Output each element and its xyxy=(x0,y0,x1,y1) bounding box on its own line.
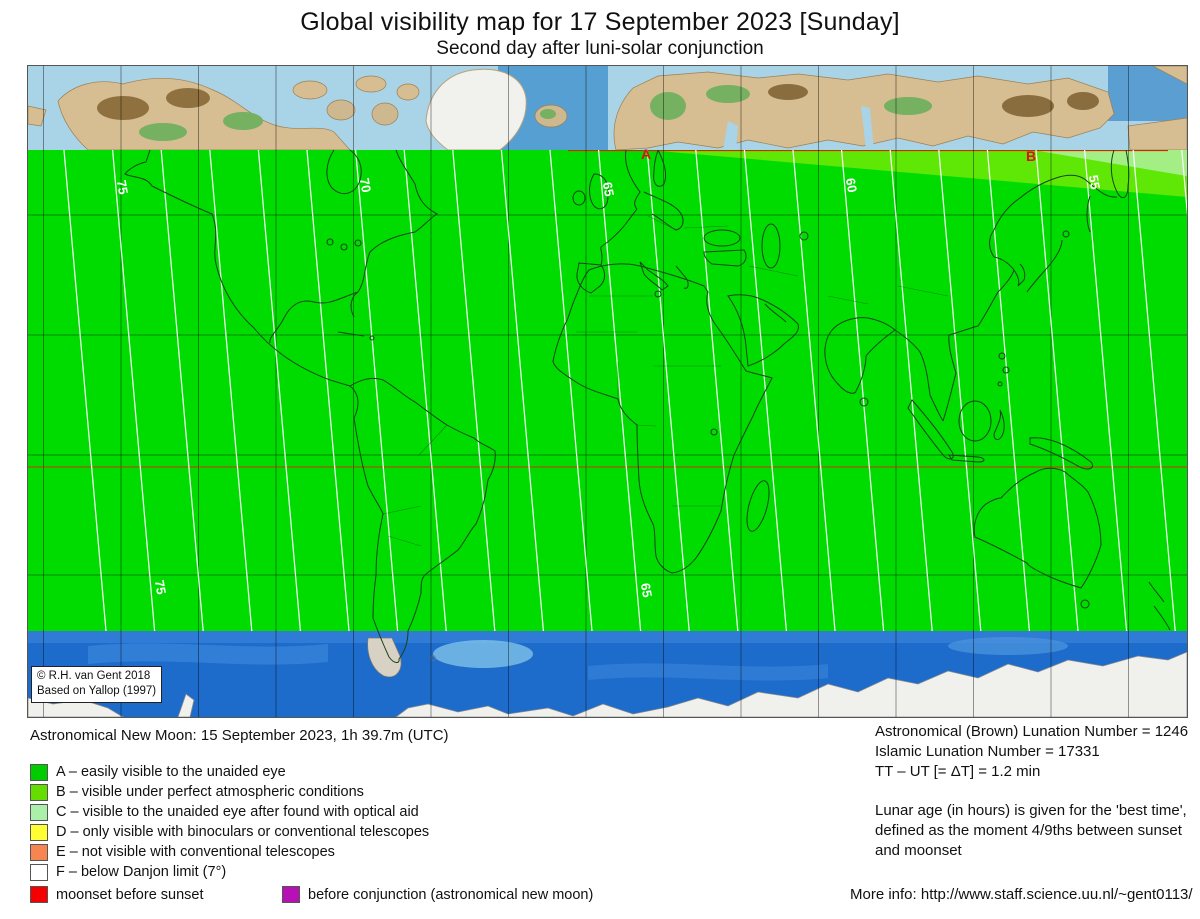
legend-row-moonset: moonset before sunset xyxy=(30,886,204,903)
legend-row-d: D – only visible with binoculars or conv… xyxy=(30,822,429,842)
legend-row-f: F – below Danjon limit (7°) xyxy=(30,862,429,882)
map-canvas: 75 70 65 60 55 75 65 A B xyxy=(28,66,1187,717)
contour-label-65-top: 65 xyxy=(600,181,617,198)
lunar-age-note: Lunar age (in hours) is given for the 'b… xyxy=(875,802,1187,859)
contour-label-75-bottom: 75 xyxy=(152,579,169,596)
zone-c-area xyxy=(1033,150,1187,176)
zone-d-label: D – only visible with binoculars or conv… xyxy=(56,824,430,840)
antarctic-band xyxy=(28,631,1187,717)
copyright-line1: © R.H. van Gent 2018 xyxy=(37,670,151,682)
zone-f-label: F – below Danjon limit (7°) xyxy=(56,864,227,880)
contour-label-55-top: 55 xyxy=(1086,174,1103,191)
new-moon-line: Astronomical New Moon: 15 September 2023… xyxy=(30,727,449,744)
contour-label-75-top: 75 xyxy=(114,179,131,196)
legend-row-a: A – easily visible to the unaided eye xyxy=(30,762,429,782)
conjunction-swatch xyxy=(282,886,300,903)
zone-c-swatch xyxy=(30,803,48,821)
legend-row-conjunction: before conjunction (astronomical new moo… xyxy=(282,886,593,903)
contour-label-60-top: 60 xyxy=(843,177,860,194)
zone-d-swatch xyxy=(30,823,48,841)
zone-a-swatch xyxy=(30,763,48,781)
contour-label-65-bottom: 65 xyxy=(638,582,655,599)
visibility-legend: A – easily visible to the unaided eye B … xyxy=(30,762,429,882)
legend-row-e: E – not visible with conventional telesc… xyxy=(30,842,429,862)
lunation-info: Astronomical (Brown) Lunation Number = 1… xyxy=(875,722,1191,861)
zone-a-label: A – easily visible to the unaided eye xyxy=(56,764,286,780)
islamic-lunation-line: Islamic Lunation Number = 17331 xyxy=(875,743,1100,760)
brown-lunation-line: Astronomical (Brown) Lunation Number = 1… xyxy=(875,723,1189,740)
page-title: Global visibility map for 17 September 2… xyxy=(300,8,900,36)
legend-row-b: B – visible under perfect atmospheric co… xyxy=(30,782,429,802)
country-borders xyxy=(382,215,949,547)
page-subtitle: Second day after luni-solar conjunction xyxy=(436,38,764,59)
coastlines xyxy=(124,149,1171,663)
zone-e-swatch xyxy=(30,843,48,861)
zone-b-swatch xyxy=(30,783,48,801)
copyright-line2: Based on Yallop (1997) xyxy=(37,685,157,697)
zone-e-label: E – not visible with conventional telesc… xyxy=(56,844,335,860)
copyright-box: © R.H. van Gent 2018 Based on Yallop (19… xyxy=(31,666,163,703)
moonset-swatch xyxy=(30,886,48,903)
visibility-zones xyxy=(28,150,1187,631)
contour-labels: 75 70 65 60 55 75 65 xyxy=(114,174,1103,599)
world-visibility-map: 75 70 65 60 55 75 65 A B © R.H. van Gent… xyxy=(27,65,1188,718)
more-info-line: More info: http://www.staff.science.uu.n… xyxy=(850,886,1193,903)
zone-a-marker: A xyxy=(641,146,651,162)
zone-b-area xyxy=(648,150,1187,197)
zone-a-area xyxy=(28,150,1187,631)
zone-f-swatch xyxy=(30,863,48,881)
zone-b-label: B – visible under perfect atmospheric co… xyxy=(56,784,364,800)
zone-b-marker: B xyxy=(1026,148,1036,164)
moonset-label: moonset before sunset xyxy=(56,886,204,903)
zone-c-label: C – visible to the unaided eye after fou… xyxy=(56,804,419,820)
arctic-band xyxy=(28,66,1187,151)
graticule-grid xyxy=(28,66,1187,717)
legend-row-c: C – visible to the unaided eye after fou… xyxy=(30,802,429,822)
conjunction-label: before conjunction (astronomical new moo… xyxy=(308,886,594,903)
contour-label-70-top: 70 xyxy=(357,177,374,194)
tt-ut-line: TT – UT [= ΔT] = 1.2 min xyxy=(875,763,1041,780)
